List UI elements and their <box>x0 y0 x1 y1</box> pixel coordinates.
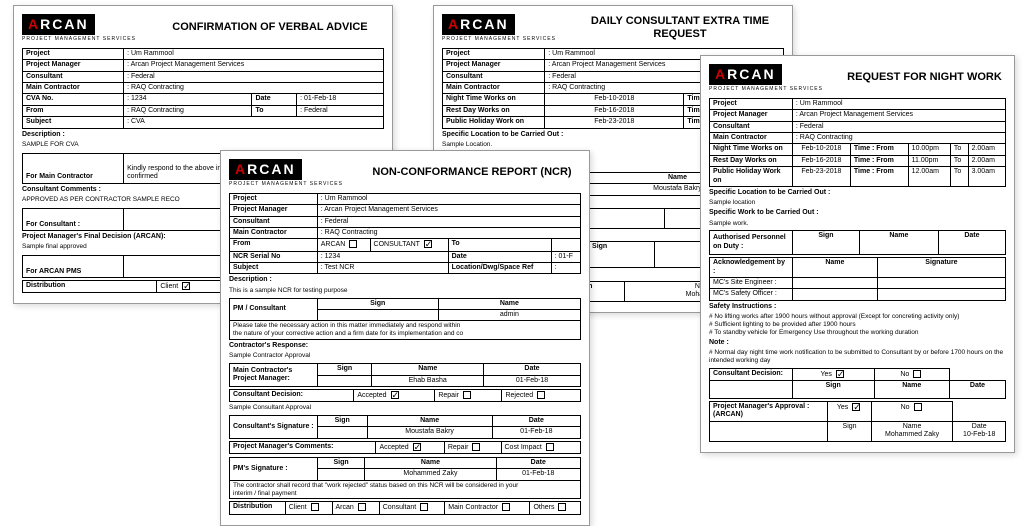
form-title: CONFIRMATION OF VERBAL ADVICE <box>156 21 384 34</box>
arcan-logo: ARCAN PROJECT MANAGEMENT SERVICES <box>22 14 136 42</box>
project-value: : Um Rammool <box>124 48 384 59</box>
arcan-logo: ARCAN PROJECT MANAGEMENT SERVICES <box>229 159 343 187</box>
form-title: REQUEST FOR NIGHT WORK <box>843 71 1006 84</box>
project-label: Project <box>23 48 124 59</box>
form-night-work: ARCAN PROJECT MANAGEMENT SERVICES REQUES… <box>700 55 1015 453</box>
checkbox-client[interactable] <box>182 282 190 290</box>
form-title: NON-CONFORMANCE REPORT (NCR) <box>363 166 581 179</box>
form-ncr: ARCAN PROJECT MANAGEMENT SERVICES NON-CO… <box>220 150 590 526</box>
form-title: DAILY CONSULTANT EXTRA TIME REQUEST <box>576 15 784 41</box>
arcan-logo: ARCAN PROJECT MANAGEMENT SERVICES <box>709 64 823 92</box>
arcan-logo: ARCAN PROJECT MANAGEMENT SERVICES <box>442 14 556 42</box>
